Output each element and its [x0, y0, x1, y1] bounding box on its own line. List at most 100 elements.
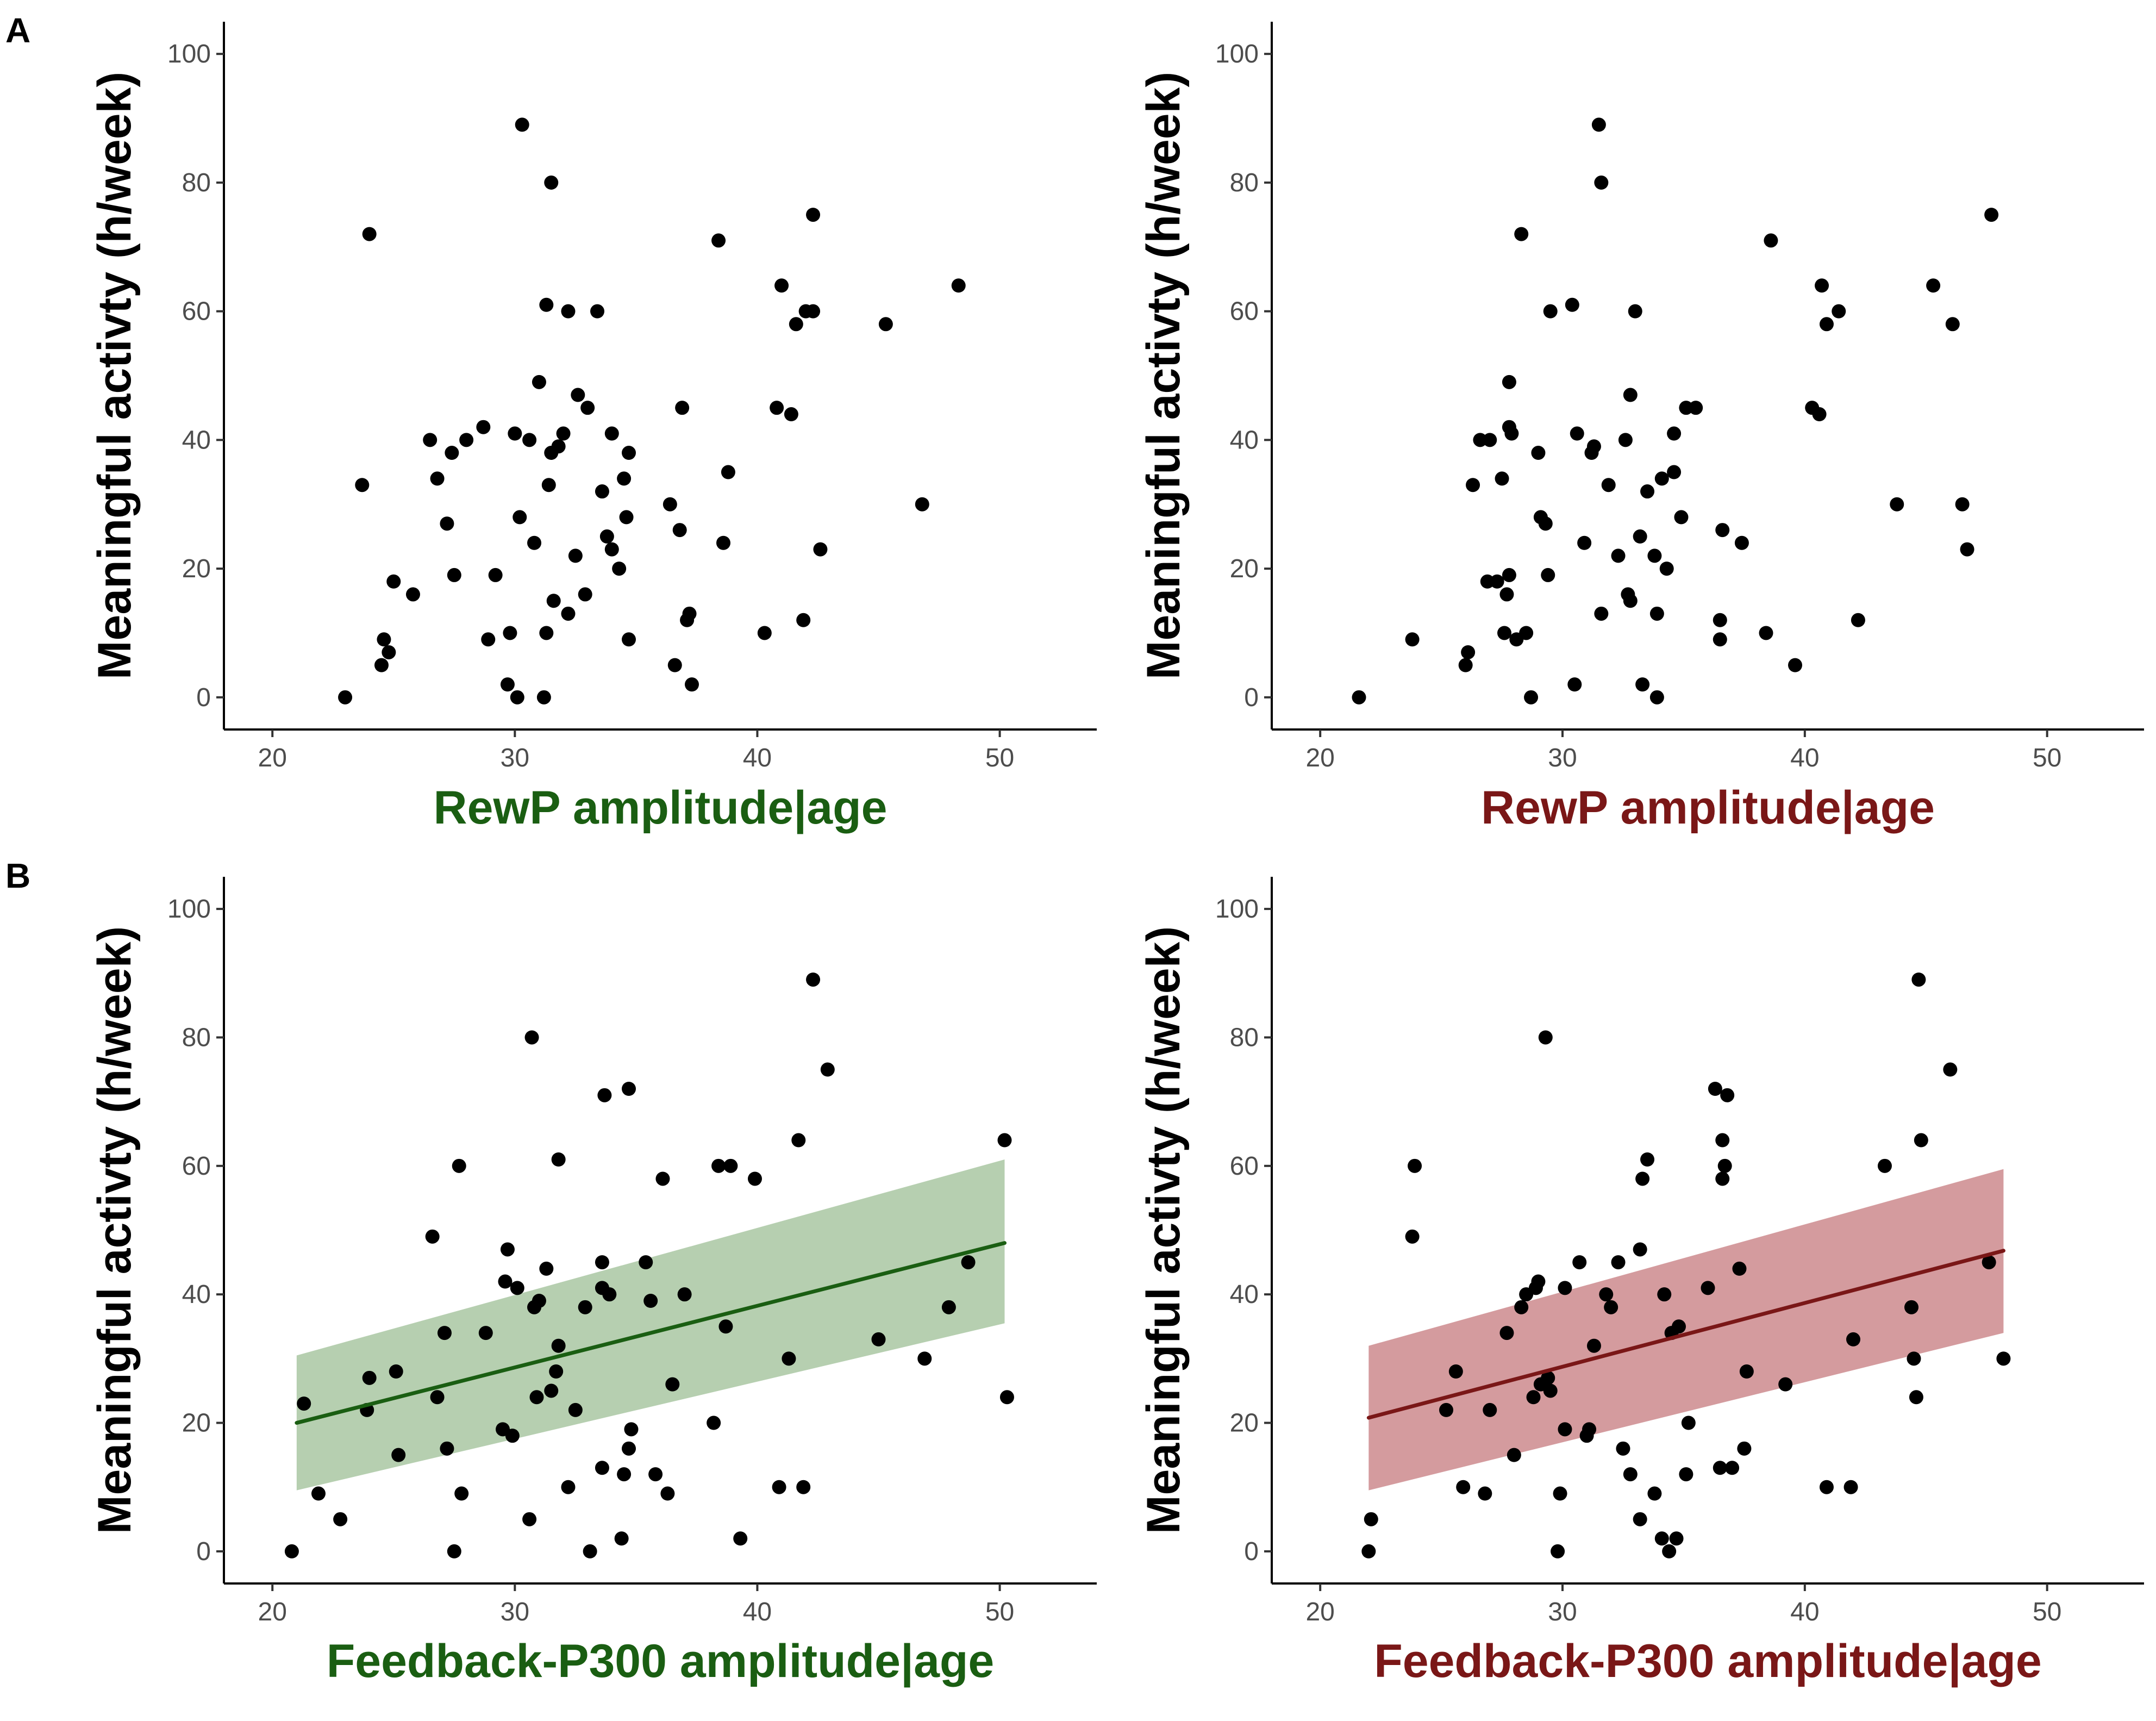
- top-right-point: [1480, 574, 1495, 589]
- bottom-left-point: [622, 1082, 636, 1096]
- top-right-point: [1502, 375, 1516, 389]
- top-left-point: [355, 478, 370, 492]
- bottom-right-x-tick-label: 40: [1790, 1598, 1819, 1626]
- bottom-right-point: [1672, 1319, 1686, 1334]
- top-right-point: [1611, 548, 1626, 563]
- bottom-right-point: [1553, 1486, 1567, 1501]
- top-left-point: [571, 388, 585, 402]
- bottom-left-point: [498, 1274, 513, 1289]
- bottom-left-point: [772, 1480, 786, 1494]
- bottom-left-point: [333, 1512, 348, 1526]
- bottom-left-point: [660, 1486, 675, 1501]
- top-left-point: [536, 690, 551, 704]
- bottom-right-point: [1662, 1544, 1677, 1558]
- bottom-left-point: [522, 1512, 537, 1526]
- top-right-point: [1586, 439, 1601, 454]
- top-right-point: [1591, 117, 1606, 132]
- bottom-right-point: [1717, 1158, 1732, 1173]
- bottom-left-point: [602, 1287, 617, 1302]
- bottom-left-point: [524, 1030, 539, 1045]
- bottom-right-point: [1982, 1255, 1996, 1270]
- top-right-point: [1689, 401, 1703, 415]
- bottom-left-point: [311, 1486, 326, 1501]
- top-left-point: [774, 278, 789, 293]
- top-right-point: [1759, 626, 1773, 640]
- top-right-point: [1649, 690, 1664, 704]
- top-right-y-tick-label: 0: [1244, 683, 1259, 712]
- bottom-left-y-tick-label: 20: [182, 1409, 211, 1438]
- top-right-point: [1504, 426, 1519, 441]
- top-right-point: [1713, 613, 1727, 627]
- bottom-left-point: [643, 1294, 658, 1308]
- top-right-point: [1538, 516, 1553, 531]
- top-left-point: [590, 304, 605, 319]
- top-right-point: [1851, 613, 1865, 627]
- bottom-left-point: [917, 1351, 932, 1366]
- bottom-right-point: [1616, 1441, 1630, 1456]
- bottom-right-point: [1599, 1287, 1614, 1302]
- top-right-point: [1499, 587, 1514, 602]
- bottom-left-point: [617, 1467, 632, 1482]
- bottom-right-point: [1558, 1422, 1572, 1437]
- top-right-point: [1543, 304, 1558, 319]
- bottom-right-point: [1623, 1467, 1638, 1482]
- top-right-point: [1567, 677, 1582, 692]
- bottom-left-point: [941, 1300, 956, 1314]
- top-left-point: [721, 465, 735, 479]
- bottom-left-point: [595, 1461, 609, 1475]
- top-right-point: [1926, 278, 1941, 293]
- bottom-right-point: [1558, 1281, 1572, 1295]
- bottom-right-point: [1715, 1171, 1730, 1186]
- bottom-right-x-tick-label: 50: [2033, 1598, 2061, 1626]
- top-left-point: [619, 510, 634, 525]
- top-left-point: [382, 645, 396, 659]
- top-left-y-tick-label: 40: [182, 426, 211, 454]
- bottom-left-y-tick-label: 40: [182, 1280, 211, 1309]
- bottom-left-point: [544, 1383, 559, 1398]
- top-right-point: [1960, 542, 1974, 557]
- top-right-point: [1713, 632, 1727, 647]
- bottom-right-point: [1635, 1171, 1650, 1186]
- top-left-point: [541, 478, 556, 492]
- bottom-right-y-tick-label: 0: [1244, 1537, 1259, 1566]
- bottom-left-point: [622, 1441, 636, 1456]
- bottom-left-point: [391, 1448, 406, 1462]
- top-right-point: [1715, 523, 1730, 538]
- bottom-left-point: [624, 1422, 639, 1437]
- bottom-left-point: [362, 1370, 377, 1385]
- top-right-point: [1594, 175, 1609, 190]
- top-right-point: [1490, 574, 1504, 589]
- top-right-point: [1832, 304, 1846, 319]
- panel-label-b: B: [5, 856, 30, 895]
- top-left-x-tick-label: 30: [501, 744, 529, 772]
- bottom-left-point: [648, 1467, 663, 1482]
- bottom-left-x-tick-label: 40: [743, 1598, 772, 1626]
- top-right-point: [1674, 510, 1689, 525]
- bottom-left-point: [551, 1338, 566, 1353]
- bottom-left-point: [677, 1287, 692, 1302]
- bottom-left-point: [639, 1255, 653, 1270]
- top-right-point: [1815, 278, 1829, 293]
- top-right-point: [1764, 233, 1778, 248]
- bottom-left-point: [655, 1171, 670, 1186]
- top-right-point: [1788, 658, 1802, 672]
- top-left-point: [508, 426, 522, 441]
- bottom-right-point: [1843, 1480, 1858, 1494]
- bottom-left-x-axis-label: Feedback-P300 amplitude|age: [327, 1635, 995, 1687]
- top-right-point: [1819, 317, 1834, 332]
- bottom-right-point: [1640, 1152, 1655, 1167]
- top-left-point: [551, 439, 566, 454]
- plots: 0 20 40 60 80 100 20 30 40 50 RewP amplitude|age Me…: [89, 22, 2144, 1687]
- bottom-right-y-axis-label: Meaningful activty (h/week): [1138, 926, 1190, 1534]
- top-right-point: [1524, 690, 1539, 704]
- bottom-left-point: [747, 1171, 762, 1186]
- top-left-x-axis-label: RewP amplitude|age: [434, 782, 888, 834]
- bottom-right-point: [1904, 1300, 1918, 1314]
- bottom-left-point: [437, 1326, 452, 1340]
- top-left-point: [338, 690, 353, 704]
- top-right-point: [1461, 645, 1476, 659]
- bottom-right-x-axis-label: Feedback-P300 amplitude|age: [1374, 1635, 2042, 1687]
- top-left-point: [675, 401, 690, 415]
- top-left-point: [595, 484, 609, 499]
